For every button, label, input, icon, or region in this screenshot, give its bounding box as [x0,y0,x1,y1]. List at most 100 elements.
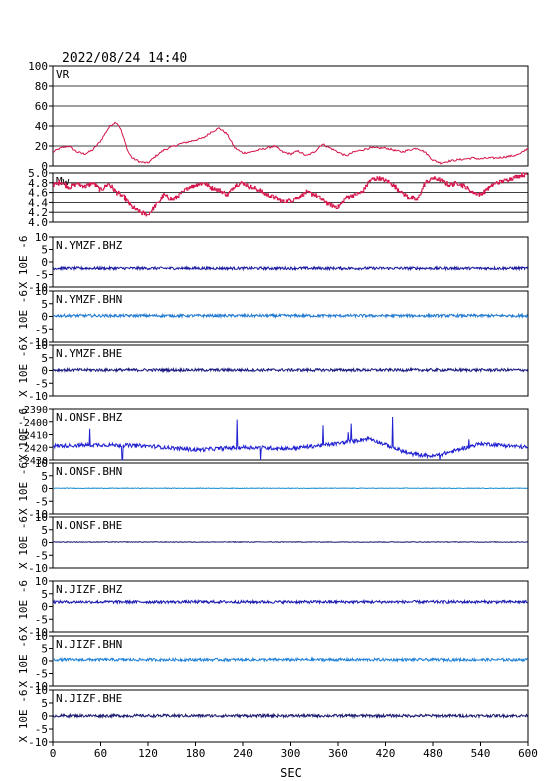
y-tick-label: -5 [35,668,48,681]
y-axis-label: X 10E -6 [17,580,30,633]
y-axis-label: X 10E -6 [17,516,30,569]
y-tick-label: 4.8 [28,177,48,190]
y-tick-label: 5 [41,352,48,365]
y-tick-label: 0 [41,483,48,496]
panel-frame [52,172,529,223]
y-tick-label: -10 [28,680,48,693]
series-line [52,656,528,663]
series-line [52,712,529,720]
y-tick-label: -5 [35,377,48,390]
x-tick-label: 480 [423,747,443,760]
x-tick-label: 420 [376,747,396,760]
y-tick-label: -5 [35,613,48,626]
panel-label: N.ONSF.BHZ [56,411,123,424]
x-tick-label: 120 [138,747,158,760]
x-tick-label: 540 [471,747,491,760]
series-line [53,487,528,490]
y-tick-label: -5 [35,495,48,508]
y-tick-label: 0 [41,601,48,614]
series-line [52,312,529,320]
y-tick-label: -10 [28,736,48,749]
y-tick-label: 5 [41,470,48,483]
x-tick-label: 0 [50,747,57,760]
y-tick-label: 0 [41,256,48,269]
y-tick-label: 10 [35,457,48,470]
panel-onsf_bhz: -2430 -2420-2410 -2400 -2390 N.ONSF.BHZ X 10E… [17,405,529,467]
y-tick-label: 5 [41,298,48,311]
y-axis-label: X 10E -6 [17,635,30,688]
y-axis-label: X 10E -6 [17,290,30,343]
y-tick-label: 0 [41,710,48,723]
y-tick-label: 4.2 [28,206,48,219]
y-tick-label: 5 [41,643,48,656]
y-tick-label: 0 [41,365,48,378]
y-tick-label: -2390 [18,405,48,416]
y-tick-label: 5 [41,244,48,257]
panel-frame [52,580,529,633]
y-tick-label: -5 [35,549,48,562]
panel-frame [52,408,529,461]
x-tick-label: 360 [328,747,348,760]
y-tick-label: 5 [41,588,48,601]
y-tick-label: 5 [41,524,48,537]
panel-label: N.ONSF.BHE [56,519,122,532]
y-tick-label: -2400 [18,418,48,429]
panel-frame [52,65,529,167]
panel-label: N.YMZF.BHN [56,293,122,306]
y-tick-label: 60 [35,100,48,113]
y-tick-label: 10 [35,630,48,643]
y-axis-label: X 10E -6 [17,236,30,289]
y-tick-label: -10 [28,562,48,575]
panel-group: 020406080100VR4.04.24.44.64.85.0Mw-10-50… [17,60,529,749]
y-tick-label: -10 [28,626,48,639]
y-axis-label: X 10E -6 [17,462,30,515]
y-tick-label: 80 [35,80,48,93]
y-tick-label: -5 [35,723,48,736]
y-tick-label: 0 [41,160,48,173]
y-tick-label: 0 [41,537,48,550]
panel-vr: 0 20 40 60 80 100 VR [28,60,529,173]
series-line [52,540,528,544]
y-tick-label: -5 [35,269,48,282]
y-tick-label: 10 [35,231,48,244]
x-tick-label: 240 [233,747,253,760]
panel-label: N.JIZF.BHZ [56,583,123,596]
panel-label: N.JIZF.BHE [56,692,122,705]
x-tick-label: 60 [94,747,107,760]
y-tick-label: 10 [35,511,48,524]
y-tick-label: -10 [28,508,48,521]
series-line [52,366,529,374]
y-tick-label: -10 [28,390,48,403]
y-tick-label: 4.4 [28,196,48,209]
x-tick-label: 180 [186,747,206,760]
y-tick-label: 5 [41,697,48,710]
y-axis-label: X 10E -6 [17,344,30,397]
y-tick-label: -2430 [18,456,48,467]
y-axis-label: X 10E -6 [17,408,30,461]
panel-label: N.JIZF.BHN [56,638,122,651]
y-tick-label: 4.0 [28,216,48,229]
x-axis: 0 60 120 180 240 300 360 420 480 540 600 [50,742,538,760]
series-line [52,598,528,606]
y-tick-label: 0 [41,655,48,668]
x-axis-label: SEC [280,766,302,780]
y-tick-label: -5 [35,323,48,336]
y-tick-label: 10 [35,339,48,352]
y-tick-label: -10 [28,336,48,349]
panel-label: N.YMZF.BHE [56,347,122,360]
y-tick-label: 10 [35,575,48,588]
series-line [53,172,528,217]
x-tick-label: 300 [281,747,301,760]
panel-label: VR [56,68,70,81]
y-tick-label: 20 [35,140,48,153]
panel-mw: 4.04.24.44.64.85.0Mw [28,167,529,229]
y-tick-label: 100 [28,60,48,73]
